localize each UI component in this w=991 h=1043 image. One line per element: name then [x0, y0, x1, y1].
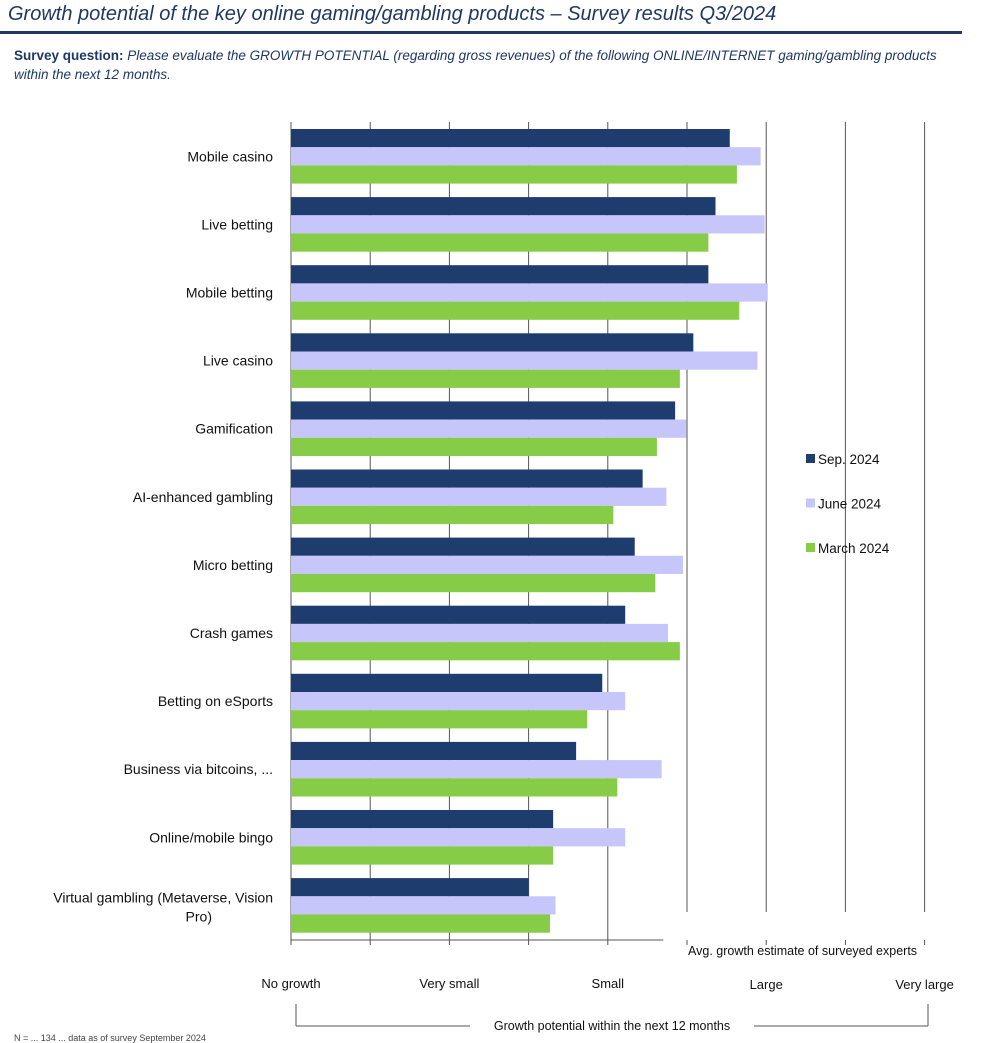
bar: [291, 741, 577, 761]
footnote: N = ... 134 ... data as of survey Septem…: [14, 1033, 206, 1043]
page-title: Growth potential of the key online gamin…: [8, 3, 777, 25]
bar: [291, 215, 765, 234]
category-label: AI-enhanced gambling: [133, 489, 273, 505]
bar: [291, 147, 761, 166]
bar: [291, 537, 635, 556]
category-label: Crash games: [190, 625, 273, 641]
category-label: Virtual gambling (Metaverse, Vision Pro): [53, 889, 273, 924]
title-divider: [0, 31, 962, 34]
bar: [291, 760, 662, 779]
bar: [291, 437, 657, 456]
axis-annotation: Avg. growth estimate of surveyed experts: [688, 944, 917, 958]
bar: [291, 605, 626, 624]
legend-swatch: [806, 454, 815, 463]
bar: [291, 129, 730, 148]
scale-label: Very large: [895, 977, 954, 992]
bar: [291, 778, 618, 797]
bar: [291, 710, 588, 729]
legend-label: March 2024: [818, 541, 890, 556]
bar: [291, 828, 626, 847]
bar: [291, 810, 554, 829]
bar: [291, 505, 614, 525]
scale-label: No growth: [261, 976, 320, 991]
scale-label: Very small: [419, 976, 479, 991]
bar: [291, 283, 768, 302]
bar: [291, 165, 737, 184]
bar: [291, 351, 758, 370]
bar: [291, 642, 680, 661]
bar: [291, 487, 667, 506]
bar: [291, 369, 680, 388]
scale-label: Small: [592, 976, 625, 991]
bar: [291, 301, 740, 320]
legend-label: Sep. 2024: [818, 452, 880, 467]
survey-question-text: Please evaluate the GROWTH POTENTIAL (re…: [14, 48, 937, 82]
category-label: Live betting: [201, 216, 273, 232]
bar: [291, 692, 626, 711]
bar: [291, 846, 554, 865]
category-label: Live casino: [203, 353, 273, 369]
legend-label: June 2024: [818, 497, 882, 512]
bar: [291, 673, 603, 692]
bar: [291, 401, 676, 420]
category-label: Business via bitcoins, ...: [124, 761, 273, 777]
bar: [291, 623, 668, 643]
x-axis-title: Growth potential within the next 12 mont…: [494, 1019, 730, 1033]
category-label: Mobile betting: [186, 285, 273, 301]
legend-swatch: [806, 498, 815, 508]
bar: [291, 574, 656, 593]
bar: [291, 419, 687, 438]
bar: [291, 896, 556, 915]
category-label: Online/mobile bingo: [149, 829, 273, 845]
bar: [291, 914, 550, 933]
bar: [291, 469, 643, 488]
bar: [291, 233, 709, 252]
bar: [291, 265, 709, 284]
category-label: Betting on eSports: [158, 693, 273, 709]
survey-question: Survey question: Please evaluate the GRO…: [14, 46, 944, 84]
scale-label: Large: [750, 977, 783, 992]
bar: [291, 333, 694, 352]
bar: [291, 878, 529, 897]
category-label: Mobile casino: [187, 148, 273, 164]
survey-question-label: Survey question:: [14, 48, 124, 63]
category-label: Gamification: [195, 421, 273, 437]
bar: [291, 197, 716, 216]
bar: [291, 555, 684, 574]
category-label: Micro betting: [193, 557, 273, 573]
legend-swatch: [806, 543, 815, 552]
